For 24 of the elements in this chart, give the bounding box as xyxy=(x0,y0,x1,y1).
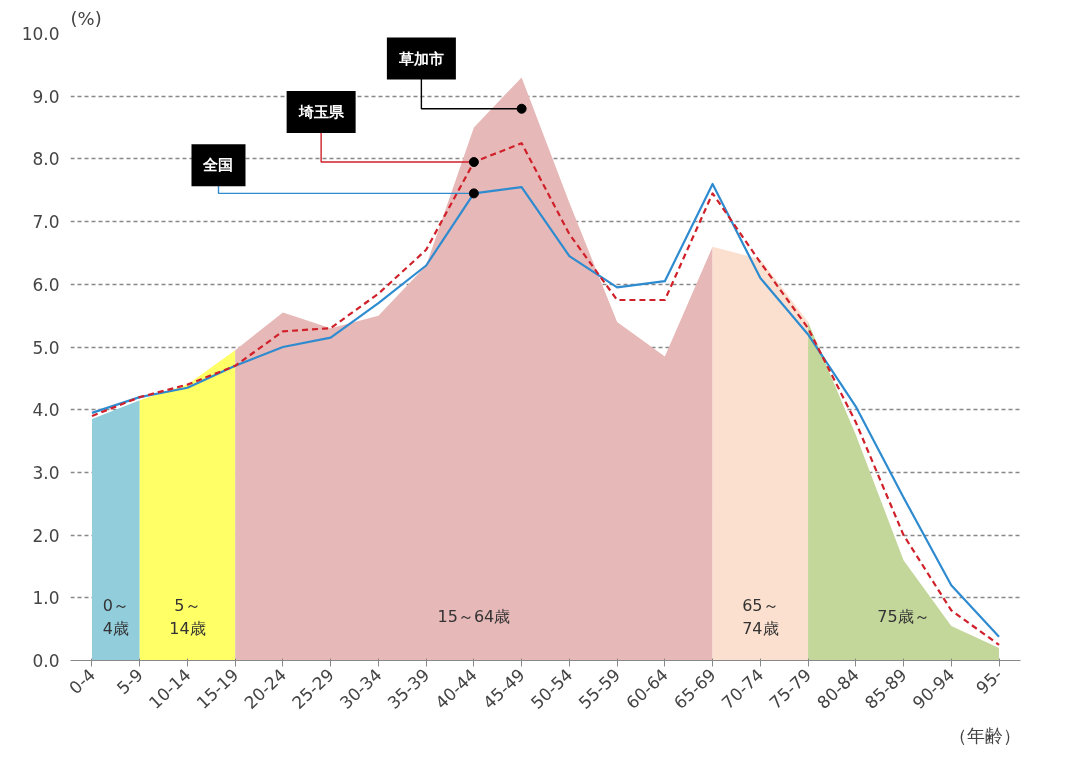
y-axis-title: (%) xyxy=(70,7,102,29)
y-tick-label: 4.0 xyxy=(32,400,60,421)
text: 埼玉県 xyxy=(297,102,345,121)
y-tick-label: 5.0 xyxy=(32,337,60,358)
y-tick-label: 9.0 xyxy=(32,86,60,107)
series-label: 75歳～ xyxy=(877,607,930,627)
series-label: 15～64歳 xyxy=(437,607,511,627)
y-tick-label: 10.0 xyxy=(21,24,60,44)
x-tick-label: 95- xyxy=(972,664,1007,699)
y-tick-label: 3.0 xyxy=(32,462,60,483)
x-tick-label: 0-4 xyxy=(65,664,100,699)
series-label: 5～ 14歳 xyxy=(169,595,206,638)
series-label: 65～ 74歳 xyxy=(742,595,779,638)
y-tick-label: 7.0 xyxy=(32,212,60,233)
y-tick-label: 1.0 xyxy=(32,588,60,609)
x-axis-title: （年齢） xyxy=(948,724,1021,746)
y-tick-label: 8.0 xyxy=(32,149,60,170)
x-tick-label: 5-9 xyxy=(112,664,147,699)
y-tick-label: 0.0 xyxy=(32,651,60,671)
text: 全国 xyxy=(202,156,234,175)
series-label: 0～ 4歳 xyxy=(102,595,129,638)
annotation: 草加市 xyxy=(397,49,444,68)
y-tick-label: 6.0 xyxy=(32,274,60,295)
y-tick-label: 2.0 xyxy=(32,525,60,546)
